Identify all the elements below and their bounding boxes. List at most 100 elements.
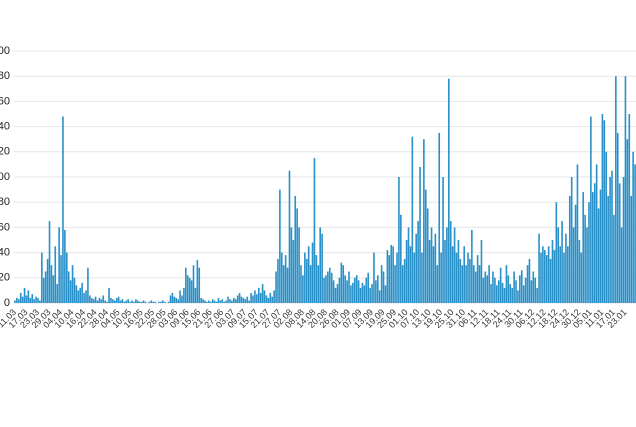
bar [56, 284, 59, 303]
bar [248, 300, 250, 303]
bar [407, 227, 410, 303]
bar [131, 300, 133, 303]
bar [140, 301, 143, 303]
bar [137, 300, 139, 303]
bar [496, 285, 498, 303]
bar [219, 300, 222, 303]
bar [628, 114, 631, 303]
bar [23, 287, 26, 303]
bar [584, 214, 586, 303]
bar [309, 265, 312, 303]
bar [538, 233, 540, 303]
bar [549, 258, 552, 303]
bar [108, 287, 110, 303]
bar [252, 295, 254, 303]
bar [469, 258, 471, 303]
y-tick-label: 120 [0, 146, 10, 158]
bar [263, 290, 266, 303]
bar [453, 227, 456, 303]
bar [296, 208, 298, 303]
bar [104, 300, 106, 303]
bar [25, 295, 28, 303]
bar [160, 301, 162, 303]
bar [161, 300, 164, 303]
bar [67, 271, 70, 303]
bar [275, 271, 277, 303]
bar [476, 255, 479, 303]
bar [463, 246, 465, 303]
bar [392, 246, 394, 303]
bar [14, 300, 16, 303]
bar [471, 229, 473, 303]
bar [188, 277, 191, 303]
bar [163, 301, 166, 303]
bar [494, 277, 496, 303]
bar [211, 299, 214, 303]
bar [33, 299, 35, 303]
bar [41, 252, 43, 303]
bar [202, 299, 204, 303]
bar [359, 287, 362, 303]
bar [194, 287, 197, 303]
bar [215, 301, 218, 303]
bar [177, 299, 179, 303]
bar [547, 246, 550, 303]
bar [599, 189, 602, 303]
bar [81, 282, 83, 303]
bar [570, 177, 573, 303]
bar [591, 192, 594, 303]
bar [200, 297, 202, 303]
bar [328, 267, 331, 303]
bar [302, 275, 304, 303]
bar [288, 170, 291, 303]
bar [148, 301, 151, 303]
bar [236, 295, 239, 303]
bar [578, 240, 581, 303]
bar [196, 260, 199, 303]
bar [115, 297, 118, 303]
bar [540, 252, 542, 303]
bar [238, 292, 241, 303]
bar [221, 299, 224, 303]
bar [607, 195, 609, 303]
bar [405, 240, 408, 303]
bar [142, 300, 145, 303]
y-tick-label: 0 [4, 297, 10, 309]
bar [129, 301, 131, 303]
bar [346, 280, 348, 303]
bar [565, 233, 567, 303]
bar [267, 297, 270, 303]
bar [315, 255, 318, 303]
bar [505, 265, 508, 303]
bar [618, 183, 621, 303]
bar [572, 227, 575, 303]
bar [234, 299, 237, 303]
bar [582, 192, 585, 303]
bar [597, 208, 600, 303]
bar [472, 265, 475, 303]
bar [311, 242, 314, 303]
bar [123, 301, 126, 303]
bar [277, 258, 279, 303]
bar [365, 277, 368, 303]
bar [286, 267, 289, 303]
bar [246, 296, 249, 303]
bar [21, 296, 24, 303]
bar [417, 221, 419, 303]
bar [376, 275, 379, 303]
bar [330, 272, 333, 303]
bar [125, 300, 128, 303]
bar [144, 301, 147, 303]
bar [313, 158, 316, 303]
bar [39, 300, 41, 303]
bar [426, 208, 429, 303]
bar [459, 258, 462, 303]
bar [35, 296, 37, 303]
bar [206, 301, 208, 303]
bar [152, 301, 154, 303]
bar [138, 301, 141, 303]
bar [90, 297, 93, 303]
bar [567, 246, 569, 303]
bar [261, 284, 264, 303]
bar [117, 296, 120, 303]
